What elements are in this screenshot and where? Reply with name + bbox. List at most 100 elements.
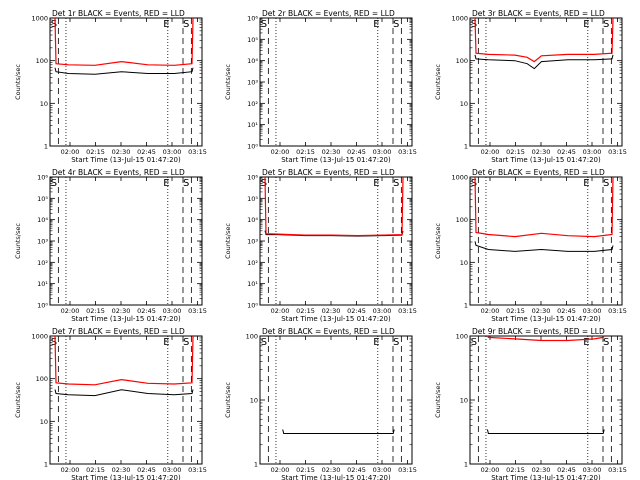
x-tick-label: 03:00	[373, 466, 392, 474]
plot-frame	[469, 17, 623, 147]
x-tick-label: 03:00	[163, 466, 182, 474]
x-axis-label: Start Time (13-Jul-15 01:47:20)	[71, 315, 181, 323]
y-tick-label: 10⁶	[247, 174, 258, 182]
x-tick-label: 02:45	[557, 466, 576, 474]
x-tick-label: 02:45	[557, 307, 576, 315]
panel-4: Det 4r BLACK = Events, RED = LLD 10⁰ 10¹ 10…	[14, 168, 207, 323]
plot-frame	[259, 17, 413, 147]
event-marker: S	[603, 19, 609, 30]
x-axis-label: Start Time (13-Jul-15 01:47:20)	[71, 474, 181, 480]
y-tick-label: 10	[460, 259, 468, 267]
y-tick-label: 10²	[247, 100, 258, 108]
y-tick-label: 10⁰	[247, 302, 258, 310]
x-axis-label: Start Time (13-Jul-15 01:47:20)	[281, 156, 391, 164]
series-lld-line	[486, 335, 605, 342]
x-tick-label: 02:00	[481, 148, 500, 156]
y-tick-label: 10	[40, 418, 48, 426]
x-axis-label: Start Time (13-Jul-15 01:47:20)	[491, 156, 601, 164]
y-tick-label: 10⁵	[247, 195, 258, 203]
event-marker: E	[373, 19, 379, 30]
event-marker: S	[261, 178, 267, 189]
event-marker: S	[393, 337, 399, 348]
x-tick-label: 02:00	[481, 307, 500, 315]
x-tick-label: 02:30	[532, 466, 551, 474]
y-tick-label: 100	[246, 333, 258, 341]
y-axis-label: Counts/sec	[434, 382, 442, 418]
x-tick-label: 03:00	[373, 148, 392, 156]
y-tick-label: 1	[464, 302, 468, 310]
series-events-line	[54, 67, 194, 75]
series-lld-line	[264, 176, 404, 237]
x-tick-label: 02:15	[86, 466, 105, 474]
x-tick-label: 03:00	[583, 148, 602, 156]
x-tick-label: 03:15	[608, 307, 627, 315]
panel-6: Det 6r BLACK = Events, RED = LLD 1 10 100 10…	[434, 168, 627, 323]
x-tick-label: 02:45	[347, 148, 366, 156]
panel-title: Det 5r BLACK = Events, RED = LLD	[262, 168, 395, 177]
y-tick-label: 10³	[247, 238, 258, 246]
x-tick-label: 03:15	[608, 466, 627, 474]
x-tick-label: 02:15	[296, 466, 315, 474]
y-tick-label: 10¹	[247, 280, 258, 288]
y-tick-label: 1000	[451, 15, 468, 23]
plot-frame	[259, 176, 413, 306]
panel-title: Det 2r BLACK = Events, RED = LLD	[262, 9, 395, 18]
y-tick-label: 10¹	[247, 121, 258, 129]
series-events-line	[486, 429, 605, 434]
plot-frame	[469, 335, 623, 465]
y-tick-label: 10	[250, 397, 258, 405]
x-tick-label: 02:45	[137, 148, 156, 156]
y-tick-label: 10	[40, 100, 48, 108]
y-tick-label: 10⁴	[247, 216, 258, 224]
x-axis-label: Start Time (13-Jul-15 01:47:20)	[71, 156, 181, 164]
event-marker: S	[51, 19, 57, 30]
y-tick-label: 1000	[31, 333, 48, 341]
x-axis-label: Start Time (13-Jul-15 01:47:20)	[491, 315, 601, 323]
y-tick-label: 100	[36, 375, 48, 383]
event-marker: E	[583, 178, 589, 189]
x-tick-label: 03:15	[188, 466, 207, 474]
event-marker: E	[373, 178, 379, 189]
x-axis-label: Start Time (13-Jul-15 01:47:20)	[281, 474, 391, 480]
y-tick-label: 10⁶	[247, 15, 258, 23]
x-tick-label: 02:00	[271, 307, 290, 315]
x-tick-label: 03:00	[163, 148, 182, 156]
event-marker: S	[471, 178, 477, 189]
panel-title: Det 1r BLACK = Events, RED = LLD	[52, 9, 185, 18]
x-tick-label: 02:15	[296, 307, 315, 315]
panel-title: Det 6r BLACK = Events, RED = LLD	[472, 168, 605, 177]
x-tick-label: 02:45	[137, 307, 156, 315]
x-tick-label: 03:15	[398, 148, 417, 156]
event-marker: E	[373, 337, 379, 348]
y-tick-label: 10²	[37, 259, 48, 267]
panel-7: Det 7r BLACK = Events, RED = LLD 1 10 100 10…	[14, 327, 207, 480]
x-tick-label: 02:45	[557, 148, 576, 156]
panel-9: Det 9r BLACK = Events, RED = LLD 1 10 100 Co…	[434, 327, 627, 480]
panel-8: Det 8r BLACK = Events, RED = LLD 1 10 100 Co…	[224, 327, 417, 480]
x-tick-label: 03:15	[188, 307, 207, 315]
panel-title: Det 7r BLACK = Events, RED = LLD	[52, 327, 185, 336]
event-marker: S	[183, 337, 189, 348]
x-tick-label: 02:15	[506, 148, 525, 156]
x-tick-label: 02:30	[112, 466, 131, 474]
event-marker: E	[163, 178, 169, 189]
event-marker: S	[471, 19, 477, 30]
y-axis-label: Counts/sec	[434, 223, 442, 259]
plot-frame	[49, 176, 203, 306]
event-marker: S	[603, 178, 609, 189]
x-tick-label: 02:15	[506, 307, 525, 315]
event-marker: E	[163, 19, 169, 30]
panel-5: Det 5r BLACK = Events, RED = LLD 10⁰ 10¹ 10…	[224, 168, 417, 323]
event-marker: S	[603, 337, 609, 348]
panel-3: Det 3r BLACK = Events, RED = LLD 1 10 100 10…	[434, 9, 627, 164]
x-tick-label: 02:30	[112, 307, 131, 315]
event-marker: E	[583, 337, 589, 348]
plot-frame	[49, 17, 203, 147]
event-marker: S	[51, 178, 57, 189]
x-tick-label: 03:15	[398, 466, 417, 474]
y-tick-label: 1	[464, 461, 468, 469]
panel-2: Det 2r BLACK = Events, RED = LLD 10⁰ 10¹ 10…	[224, 9, 417, 164]
x-tick-label: 02:00	[271, 466, 290, 474]
y-tick-label: 10¹	[37, 280, 48, 288]
y-tick-label: 10⁰	[247, 143, 258, 151]
